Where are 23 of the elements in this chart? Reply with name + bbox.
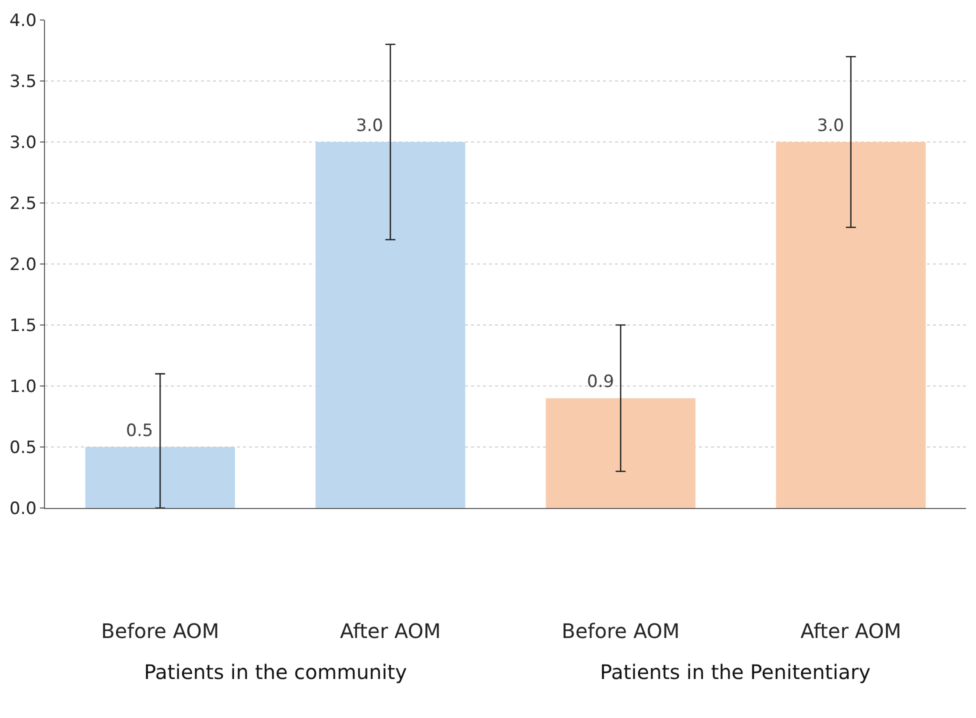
y-tick-label: 1.0 bbox=[10, 376, 37, 397]
text: Patients in the community bbox=[144, 660, 408, 684]
bar bbox=[776, 142, 926, 508]
data-label: 0.5 bbox=[126, 421, 154, 441]
bar bbox=[546, 398, 696, 508]
x-tick-label: After AOM bbox=[340, 619, 441, 643]
y-tick-label: 4.0 bbox=[10, 10, 37, 31]
bar bbox=[85, 447, 235, 508]
y-tick-label: 3.0 bbox=[10, 132, 37, 153]
y-tick-label: 2.5 bbox=[10, 194, 37, 214]
text: Patients in the Penitentiary bbox=[600, 660, 871, 684]
y-tick-label: 1.5 bbox=[10, 316, 37, 336]
data-label: 0.9 bbox=[587, 372, 614, 392]
x-tick-label: After AOM bbox=[800, 619, 902, 643]
y-tick-label: 3.5 bbox=[10, 72, 37, 92]
data-label: 3.0 bbox=[817, 116, 844, 136]
y-tick-label: 2.0 bbox=[10, 254, 37, 275]
bar bbox=[316, 142, 466, 508]
y-tick-label: 0.0 bbox=[10, 498, 37, 519]
data-label: 3.0 bbox=[356, 116, 384, 136]
y-tick-label: 0.5 bbox=[10, 438, 37, 458]
x-tick-label: Before AOM bbox=[101, 619, 220, 643]
x-tick-label: Before AOM bbox=[562, 619, 680, 643]
